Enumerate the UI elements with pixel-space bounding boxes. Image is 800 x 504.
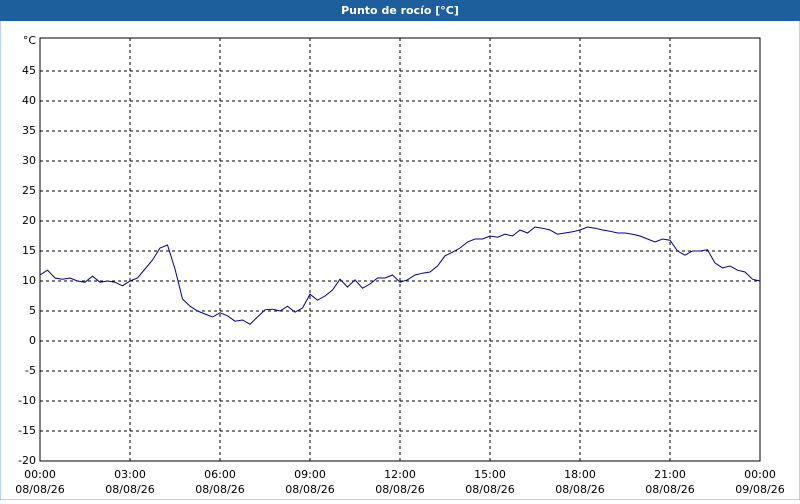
y-tick-label: 0 — [29, 334, 36, 347]
y-tick-label: 35 — [22, 124, 36, 137]
x-tick-label: 21:00 — [654, 468, 686, 481]
x-tick-label: 08/08/26 — [285, 483, 334, 496]
y-tick-label: 25 — [22, 184, 36, 197]
x-tick-label: 08/08/26 — [15, 483, 64, 496]
x-tick-label: 08/08/26 — [375, 483, 424, 496]
x-tick-label: 08/08/26 — [465, 483, 514, 496]
y-tick-label: 20 — [22, 214, 36, 227]
y-tick-label: 5 — [29, 304, 36, 317]
y-tick-label: 10 — [22, 274, 36, 287]
x-tick-label: 06:00 — [204, 468, 236, 481]
y-tick-label: -10 — [18, 394, 36, 407]
y-tick-label: 40 — [22, 94, 36, 107]
x-tick-label: 09/08/26 — [735, 483, 784, 496]
x-tick-label: 08/08/26 — [555, 483, 604, 496]
x-tick-label: 09:00 — [294, 468, 326, 481]
x-tick-label: 15:00 — [474, 468, 506, 481]
y-tick-label: -15 — [18, 424, 36, 437]
x-tick-label: 03:00 — [114, 468, 146, 481]
y-tick-label: °C — [23, 34, 37, 47]
x-tick-label: 08/08/26 — [105, 483, 154, 496]
title-bar — [0, 0, 800, 21]
y-tick-label: -5 — [25, 364, 36, 377]
y-tick-label: -20 — [18, 454, 36, 467]
y-tick-label: 15 — [22, 244, 36, 257]
chart-title: Punto de rocío [°C] — [341, 4, 459, 17]
x-tick-label: 00:00 — [744, 468, 776, 481]
x-tick-label: 00:00 — [24, 468, 56, 481]
y-tick-label: 45 — [22, 64, 36, 77]
line — [39, 226, 761, 325]
x-tick-label: 08/08/26 — [645, 483, 694, 496]
y-tick-label: 30 — [22, 154, 36, 167]
x-tick-label: 08/08/26 — [195, 483, 244, 496]
x-tick-label: 12:00 — [384, 468, 416, 481]
x-tick-label: 18:00 — [564, 468, 596, 481]
